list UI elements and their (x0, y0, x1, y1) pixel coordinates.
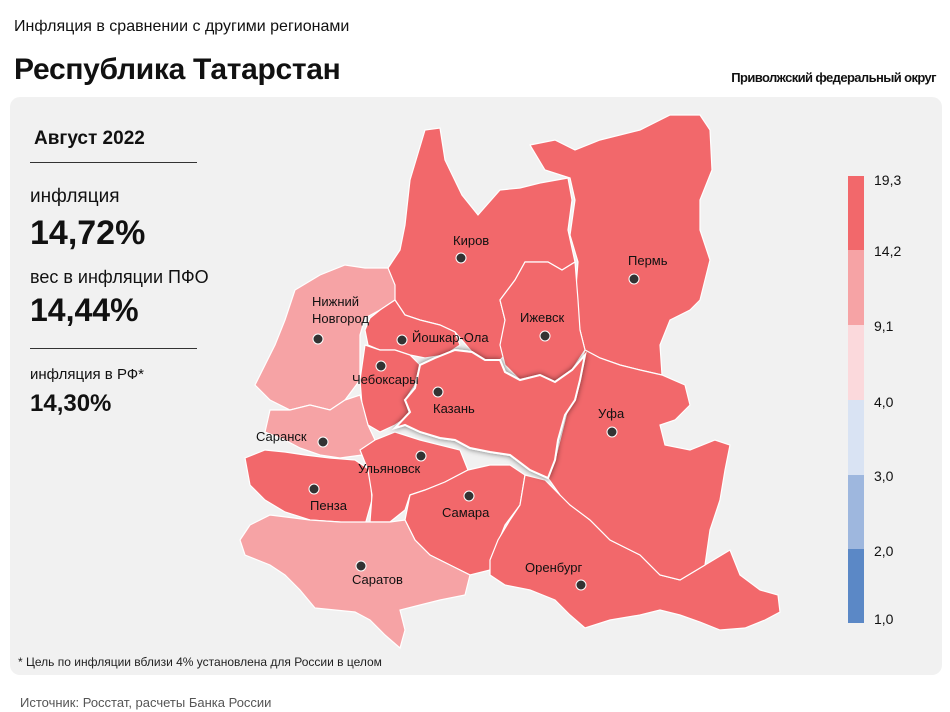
city-dot-izhevsk[interactable] (539, 330, 551, 342)
city-label-samara: Самара (442, 505, 490, 520)
city-label-orenburg: Оренбург (525, 560, 582, 575)
city-label-izhevsk: Ижевск (520, 310, 565, 325)
city-dot-samara[interactable] (463, 490, 475, 502)
city-label-saratov: Саратов (352, 572, 403, 587)
weight-label: вес в инфляции ПФО (30, 267, 209, 287)
divider-top (30, 162, 197, 163)
page-title: Республика Татарстан (14, 53, 341, 86)
city-label-saransk: Саранск (256, 429, 307, 444)
city-dot-kirov[interactable] (455, 252, 467, 264)
region-tatarstan[interactable] (391, 348, 587, 480)
footnote: * Цель по инфляции вблизи 4% установлена… (18, 655, 382, 669)
inflation-value: 14,72% (30, 214, 146, 252)
legend-label-14-2: 14,2 (874, 243, 902, 259)
divider-bottom (30, 348, 197, 349)
legend-swatch-2 (848, 250, 864, 325)
region-penza[interactable] (244, 449, 373, 526)
city-label-nizhny-novgorod-1: Нижний (312, 294, 359, 309)
city-label-nizhny-novgorod-2: Новгород (312, 311, 369, 326)
city-dot-ulyanovsk[interactable] (415, 450, 427, 462)
period-label: Август 2022 (34, 128, 145, 149)
legend-swatch-1 (848, 176, 864, 250)
rf-inflation-label: инфляция в РФ* (30, 366, 145, 383)
city-markers (308, 252, 640, 591)
legend-bar (848, 176, 864, 623)
source-note: Источник: Росстат, расчеты Банка России (20, 695, 272, 710)
city-dot-cheboksary[interactable] (375, 360, 387, 372)
legend-label-4-0: 4,0 (874, 394, 894, 410)
city-dot-nizhny-novgorod[interactable] (312, 333, 324, 345)
city-dot-ufa[interactable] (606, 426, 618, 438)
legend-swatch-4 (848, 400, 864, 475)
city-dot-perm[interactable] (628, 273, 640, 285)
city-dot-saratov[interactable] (355, 560, 367, 572)
legend-label-9-1: 9,1 (874, 318, 894, 334)
region-perm[interactable] (529, 114, 713, 376)
city-dot-kazan[interactable] (432, 386, 444, 398)
city-label-kazan: Казань (433, 401, 475, 416)
legend-label-19-3: 19,3 (874, 172, 902, 188)
weight-value: 14,44% (30, 292, 139, 328)
inflation-label: инфляция (30, 186, 120, 207)
legend-swatch-3 (848, 325, 864, 400)
district-label: Приволжский федеральный округ (731, 70, 936, 85)
city-dot-penza[interactable] (308, 483, 320, 495)
city-label-cheboksary: Чебоксары (352, 372, 419, 387)
region-mari-el[interactable] (364, 299, 461, 359)
city-label-kirov: Киров (453, 233, 489, 248)
rf-inflation-value: 14,30% (30, 390, 112, 417)
city-dot-saransk[interactable] (317, 436, 329, 448)
city-dot-orenburg[interactable] (575, 579, 587, 591)
legend-swatch-6 (848, 549, 864, 623)
region-saratov[interactable] (239, 514, 471, 650)
legend-label-2-0: 2,0 (874, 543, 894, 559)
city-label-ulyanovsk: Ульяновск (358, 461, 420, 476)
city-label-yoshkar-ola: Йошкар-Ола (412, 330, 489, 345)
legend-swatch-5 (848, 475, 864, 549)
city-dot-yoshkar-ola[interactable] (396, 334, 408, 346)
city-label-ufa: Уфа (598, 406, 625, 421)
region-nizhny-novgorod[interactable] (254, 264, 396, 411)
city-label-perm: Пермь (628, 253, 668, 268)
city-labels: Киров Пермь Ижевск Нижний Новгород Йошка… (256, 233, 668, 587)
city-label-penza: Пенза (310, 498, 348, 513)
legend-label-3-0: 3,0 (874, 468, 894, 484)
legend-label-1-0: 1,0 (874, 611, 894, 627)
subtitle: Инфляция в сравнении с другими регионами (14, 18, 350, 35)
